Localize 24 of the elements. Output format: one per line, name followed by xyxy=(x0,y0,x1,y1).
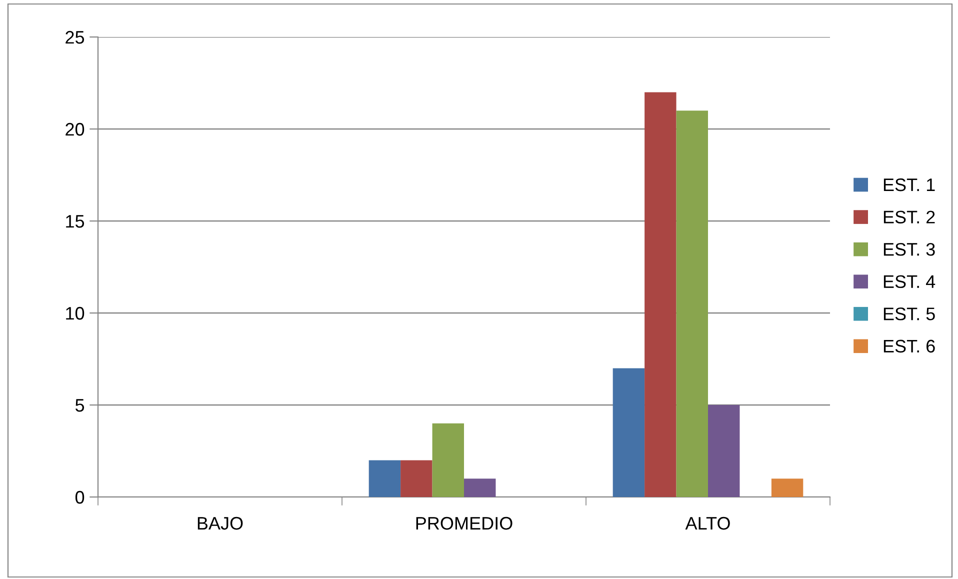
bar xyxy=(464,478,496,497)
legend-label: EST. 4 xyxy=(884,275,936,288)
bar xyxy=(400,460,432,497)
bar xyxy=(644,92,676,497)
legend-label: EST. 3 xyxy=(884,242,935,256)
bar xyxy=(771,478,804,497)
y-tick-label: 10 xyxy=(66,306,84,320)
bar xyxy=(612,368,645,497)
x-tick-label: PROMEDIO xyxy=(416,516,512,530)
legend-label: EST. 5 xyxy=(884,308,935,320)
bar xyxy=(368,460,401,497)
legend-label: EST. 2 xyxy=(884,210,935,224)
y-tick-label: 0 xyxy=(75,490,84,504)
bar xyxy=(432,423,464,497)
y-tick-label: 25 xyxy=(66,30,84,44)
x-tick-label: BAJO xyxy=(198,516,243,530)
legend-label: EST. 6 xyxy=(884,340,935,353)
legend-label: EST. 1 xyxy=(884,178,935,192)
y-tick-label: 15 xyxy=(66,215,84,228)
y-tick-label: 20 xyxy=(66,122,84,136)
bar xyxy=(708,405,740,497)
x-tick-label: ALTO xyxy=(685,516,730,530)
y-tick-label: 5 xyxy=(75,399,84,412)
bar xyxy=(676,110,708,497)
